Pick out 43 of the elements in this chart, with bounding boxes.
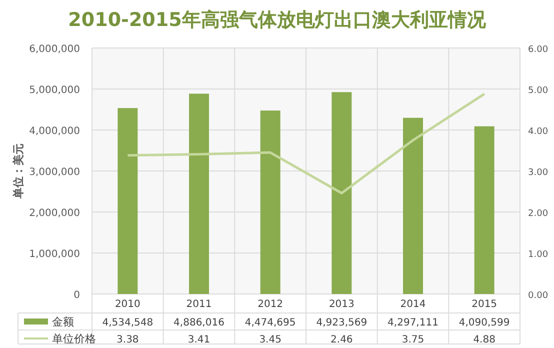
- bar: [332, 92, 352, 294]
- y-axis-title: 单位：美元: [12, 144, 25, 200]
- bar: [189, 94, 209, 294]
- data-label: 3.75: [402, 334, 424, 346]
- data-label: 4,886,016: [174, 318, 224, 328]
- bar: [474, 126, 494, 294]
- y-tick-label: 4,000,000: [29, 126, 80, 137]
- legend-label: 金额: [52, 316, 74, 328]
- x-tick-label: 2014: [400, 299, 426, 310]
- x-tick-label: 2015: [472, 299, 498, 310]
- data-label: 3.38: [116, 334, 139, 346]
- y2-tick-label: 0.00: [528, 291, 548, 301]
- data-label: 3.41: [188, 334, 210, 346]
- y2-tick-label: 4.00: [528, 127, 548, 137]
- bar: [260, 110, 280, 294]
- bar: [403, 118, 423, 294]
- x-tick-label: 2013: [328, 299, 354, 310]
- data-label: 4,923,569: [316, 318, 368, 328]
- data-label: 2.46: [330, 334, 353, 346]
- data-label: 4,090,599: [458, 318, 510, 328]
- y-tick-label: 0: [74, 290, 80, 301]
- x-tick-label: 2012: [258, 299, 284, 310]
- bar: [118, 108, 138, 294]
- y-tick-label: 6,000,000: [29, 44, 80, 55]
- y2-tick-label: 2.00: [528, 209, 548, 219]
- chart-title: 2010-2015年高强气体放电灯出口澳大利亚情况: [68, 9, 487, 31]
- y2-tick-label: 3.00: [528, 168, 548, 178]
- y2-tick-label: 6.00: [528, 45, 548, 55]
- data-label: 4,297,111: [388, 318, 438, 328]
- legend-label: 单位价格: [52, 332, 96, 346]
- x-tick-label: 2011: [186, 299, 212, 310]
- x-tick-label: 2010: [114, 299, 140, 310]
- data-label: 4,474,695: [244, 318, 296, 328]
- line-series: [126, 92, 486, 194]
- data-label: 4.88: [473, 334, 496, 346]
- y2-tick-label: 1.00: [528, 250, 548, 260]
- data-label: 3.45: [259, 334, 282, 346]
- y-tick-label: 2,000,000: [29, 208, 80, 219]
- y-tick-label: 3,000,000: [29, 167, 80, 178]
- y-tick-label: 1,000,000: [29, 249, 80, 260]
- data-label: 4,534,548: [102, 318, 154, 328]
- y-tick-label: 5,000,000: [29, 85, 80, 96]
- y2-tick-label: 5.00: [528, 86, 548, 96]
